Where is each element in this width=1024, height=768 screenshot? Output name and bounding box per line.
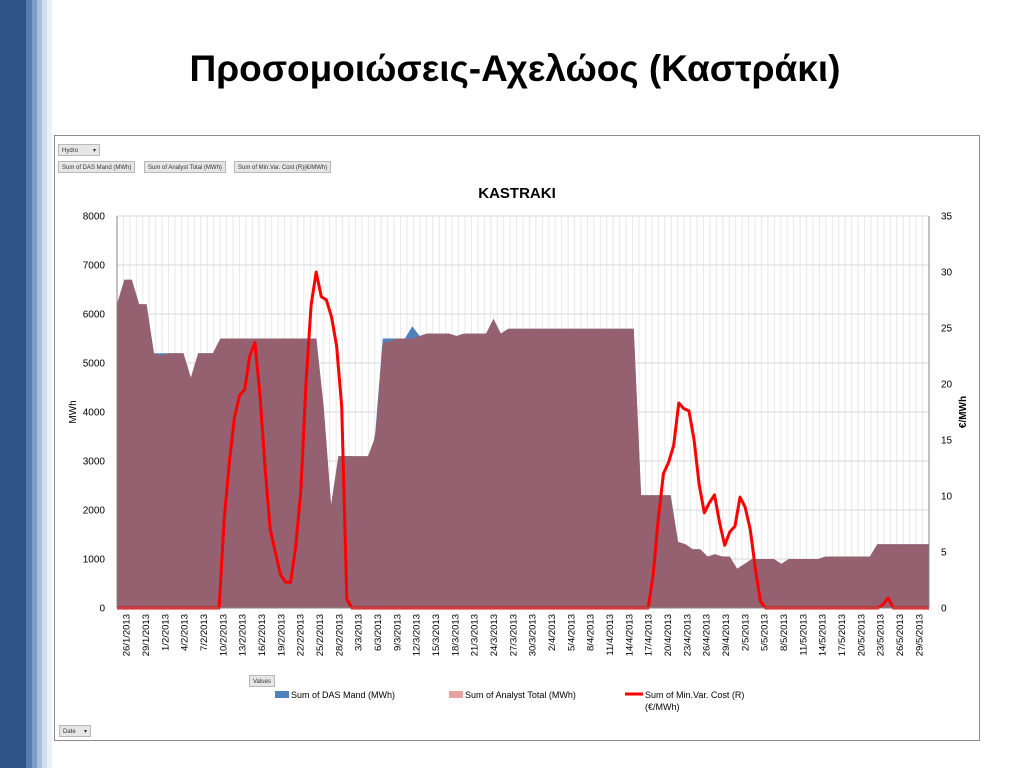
y-tick-label: 6000 xyxy=(83,310,106,321)
y-tick-label: 3000 xyxy=(83,457,106,468)
x-tick-label: 17/4/2013 xyxy=(644,614,655,656)
y2-tick-label: 15 xyxy=(941,436,953,447)
axis-field-label: Date xyxy=(63,729,76,735)
x-tick-label: 8/4/2013 xyxy=(586,614,597,651)
filter-field-label: Hydro xyxy=(62,148,79,154)
y-tick-label: 8000 xyxy=(83,212,106,223)
x-tick-label: 10/2/2013 xyxy=(218,614,229,656)
chart-axes xyxy=(116,216,930,609)
x-tick-label: 23/4/2013 xyxy=(682,614,693,656)
x-tick-label: 13/2/2013 xyxy=(238,614,249,656)
x-tick-label: 25/2/2013 xyxy=(315,614,326,656)
hydro-filter-button[interactable]: Hydro ▾ xyxy=(58,144,100,156)
y2-tick-label: 5 xyxy=(941,548,947,559)
y2-tick-label: 25 xyxy=(941,324,953,335)
x-tick-label: 28/2/2013 xyxy=(334,614,345,656)
analyst-area-layer xyxy=(117,279,929,608)
x-tick-label: 9/3/2013 xyxy=(392,614,403,651)
y-axis-tick-labels: 0 1000 2000 3000 4000 5000 6000 7000 8000 xyxy=(83,212,106,615)
y2-axis-tick-labels: 0 5 10 15 20 25 30 35 xyxy=(941,212,953,615)
y-tick-label: 4000 xyxy=(83,408,106,419)
x-tick-label: 14/4/2013 xyxy=(624,614,635,656)
x-tick-label: 1/2/2013 xyxy=(160,614,171,651)
x-tick-label: 26/1/2013 xyxy=(122,614,133,656)
legend: Sum of DAS Mand (MWh) Sum of Analyst Tot… xyxy=(275,690,744,712)
y-tick-label: 5000 xyxy=(83,359,106,370)
y-tick-label: 7000 xyxy=(83,261,106,272)
legend-label-das: Sum of DAS Mand (MWh) xyxy=(291,690,395,700)
values-button[interactable]: Values xyxy=(249,675,275,687)
x-tick-label: 6/3/2013 xyxy=(373,614,384,651)
x-tick-label: 5/4/2013 xyxy=(566,614,577,651)
filter-dropdown-icon: ▾ xyxy=(92,148,96,154)
y2-tick-label: 35 xyxy=(941,212,953,223)
x-tick-label: 29/5/2013 xyxy=(914,614,925,656)
x-tick-label: 27/3/2013 xyxy=(508,614,519,656)
x-tick-label: 8/5/2013 xyxy=(779,614,790,651)
value-field-button-das[interactable]: Sum of DAS Mand (MWh) xyxy=(58,161,136,173)
x-tick-label: 22/2/2013 xyxy=(296,614,307,656)
analyst-total-area xyxy=(117,279,929,608)
x-tick-label: 5/5/2013 xyxy=(760,614,771,651)
legend-label-cost: Sum of Min.Var. Cost (R) (€/MWh) xyxy=(645,690,744,712)
x-tick-label: 16/2/2013 xyxy=(257,614,268,656)
y-tick-label: 0 xyxy=(99,604,105,615)
x-tick-label: 3/3/2013 xyxy=(354,614,365,651)
legend-label-analyst: Sum of Analyst Total (MWh) xyxy=(465,690,576,700)
y2-tick-label: 30 xyxy=(941,268,953,279)
legend-cost-line: Sum of Min.Var. Cost (R) xyxy=(645,690,744,700)
y-axis-title: MWh xyxy=(68,400,79,423)
x-axis-tick-labels: 26/1/2013 29/1/2013 1/2/2013 4/2/2013 7/2/20… xyxy=(122,614,926,656)
x-tick-label: 14/5/2013 xyxy=(818,614,829,656)
x-tick-label: 2/5/2013 xyxy=(740,614,751,651)
x-tick-label: 15/3/2013 xyxy=(431,614,442,656)
slide-title: Προσομοιώσεις-Αχελώος (Καστράκι) xyxy=(189,48,841,89)
y2-tick-label: 10 xyxy=(941,492,953,503)
axis-dropdown-icon: ▾ xyxy=(83,729,87,735)
y-tick-label: 2000 xyxy=(83,506,106,517)
chart-title: KASTRAKI xyxy=(478,185,556,202)
x-tick-label: 26/5/2013 xyxy=(895,614,906,656)
x-tick-label: 23/5/2013 xyxy=(876,614,887,656)
x-tick-label: 17/5/2013 xyxy=(837,614,848,656)
x-tick-label: 4/2/2013 xyxy=(180,614,191,651)
y-tick-label: 1000 xyxy=(83,555,106,566)
x-tick-label: 2/4/2013 xyxy=(547,614,558,651)
value-field-button-analyst[interactable]: Sum of Analyst Total (MWh) xyxy=(144,161,226,173)
legend-swatch-analyst xyxy=(449,691,463,698)
slide-left-bar xyxy=(0,0,52,768)
y2-tick-label: 20 xyxy=(941,380,953,391)
y2-tick-label: 0 xyxy=(941,604,947,615)
value-field-button-cost[interactable]: Sum of Min.Var. Cost (R)(€/MWh) xyxy=(234,161,332,173)
x-tick-label: 20/5/2013 xyxy=(856,614,867,656)
date-axis-field-button[interactable]: Date ▾ xyxy=(59,725,91,737)
x-tick-label: 18/3/2013 xyxy=(450,614,461,656)
x-tick-label: 7/2/2013 xyxy=(199,614,210,651)
x-tick-label: 19/2/2013 xyxy=(276,614,287,656)
x-tick-label: 30/3/2013 xyxy=(528,614,539,656)
x-tick-label: 26/4/2013 xyxy=(702,614,713,656)
x-tick-label: 11/5/2013 xyxy=(798,614,809,656)
legend-swatch-das xyxy=(275,691,289,698)
x-tick-label: 29/4/2013 xyxy=(721,614,732,656)
legend-cost-line: (€/MWh) xyxy=(645,702,680,712)
x-tick-label: 11/4/2013 xyxy=(605,614,616,656)
x-tick-label: 24/3/2013 xyxy=(489,614,500,656)
x-tick-label: 20/4/2013 xyxy=(663,614,674,656)
x-tick-label: 21/3/2013 xyxy=(470,614,481,656)
x-tick-label: 29/1/2013 xyxy=(141,614,152,656)
x-tick-label: 12/3/2013 xyxy=(412,614,423,656)
y2-axis-title: €/MWh xyxy=(958,396,969,428)
